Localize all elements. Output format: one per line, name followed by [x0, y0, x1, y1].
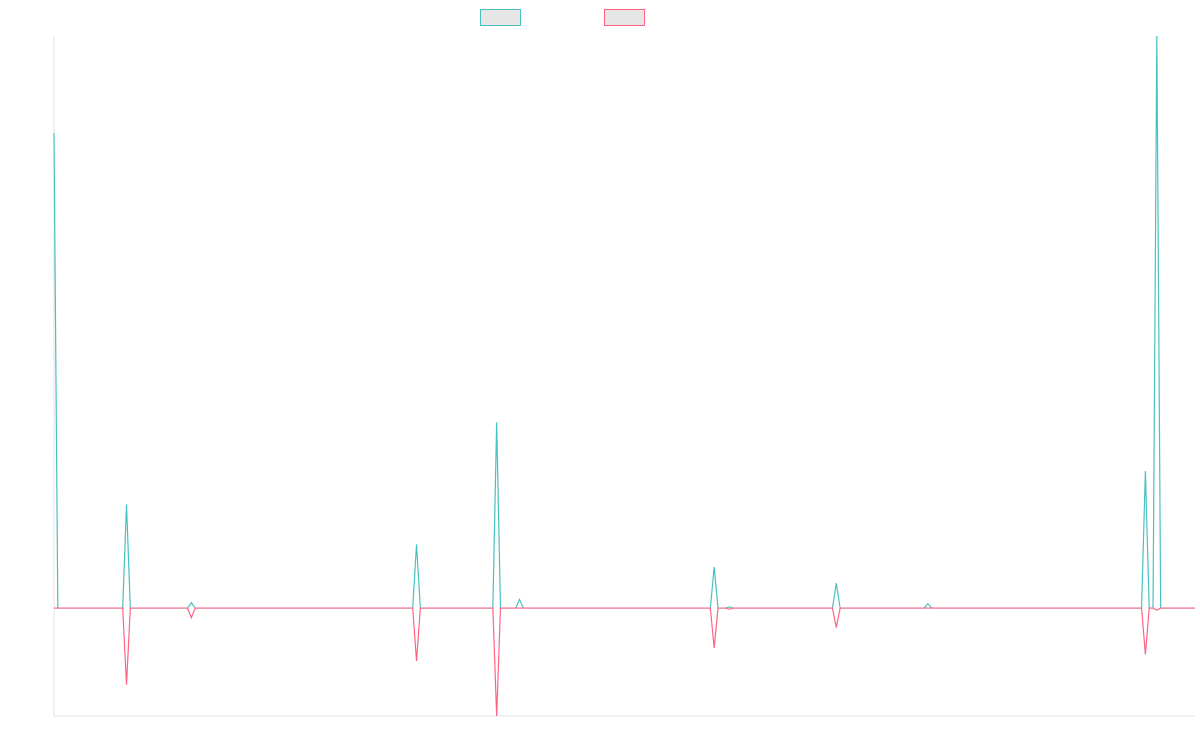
axes	[53, 36, 1195, 717]
series-line-1	[54, 607, 1195, 717]
legend	[480, 9, 645, 26]
series-layer	[53, 35, 1195, 717]
legend-swatch-0	[480, 9, 521, 26]
legend-item-0	[480, 9, 521, 26]
series-line-0	[53, 35, 1195, 609]
legend-item-1	[604, 9, 645, 26]
legend-swatch-1	[604, 9, 645, 26]
